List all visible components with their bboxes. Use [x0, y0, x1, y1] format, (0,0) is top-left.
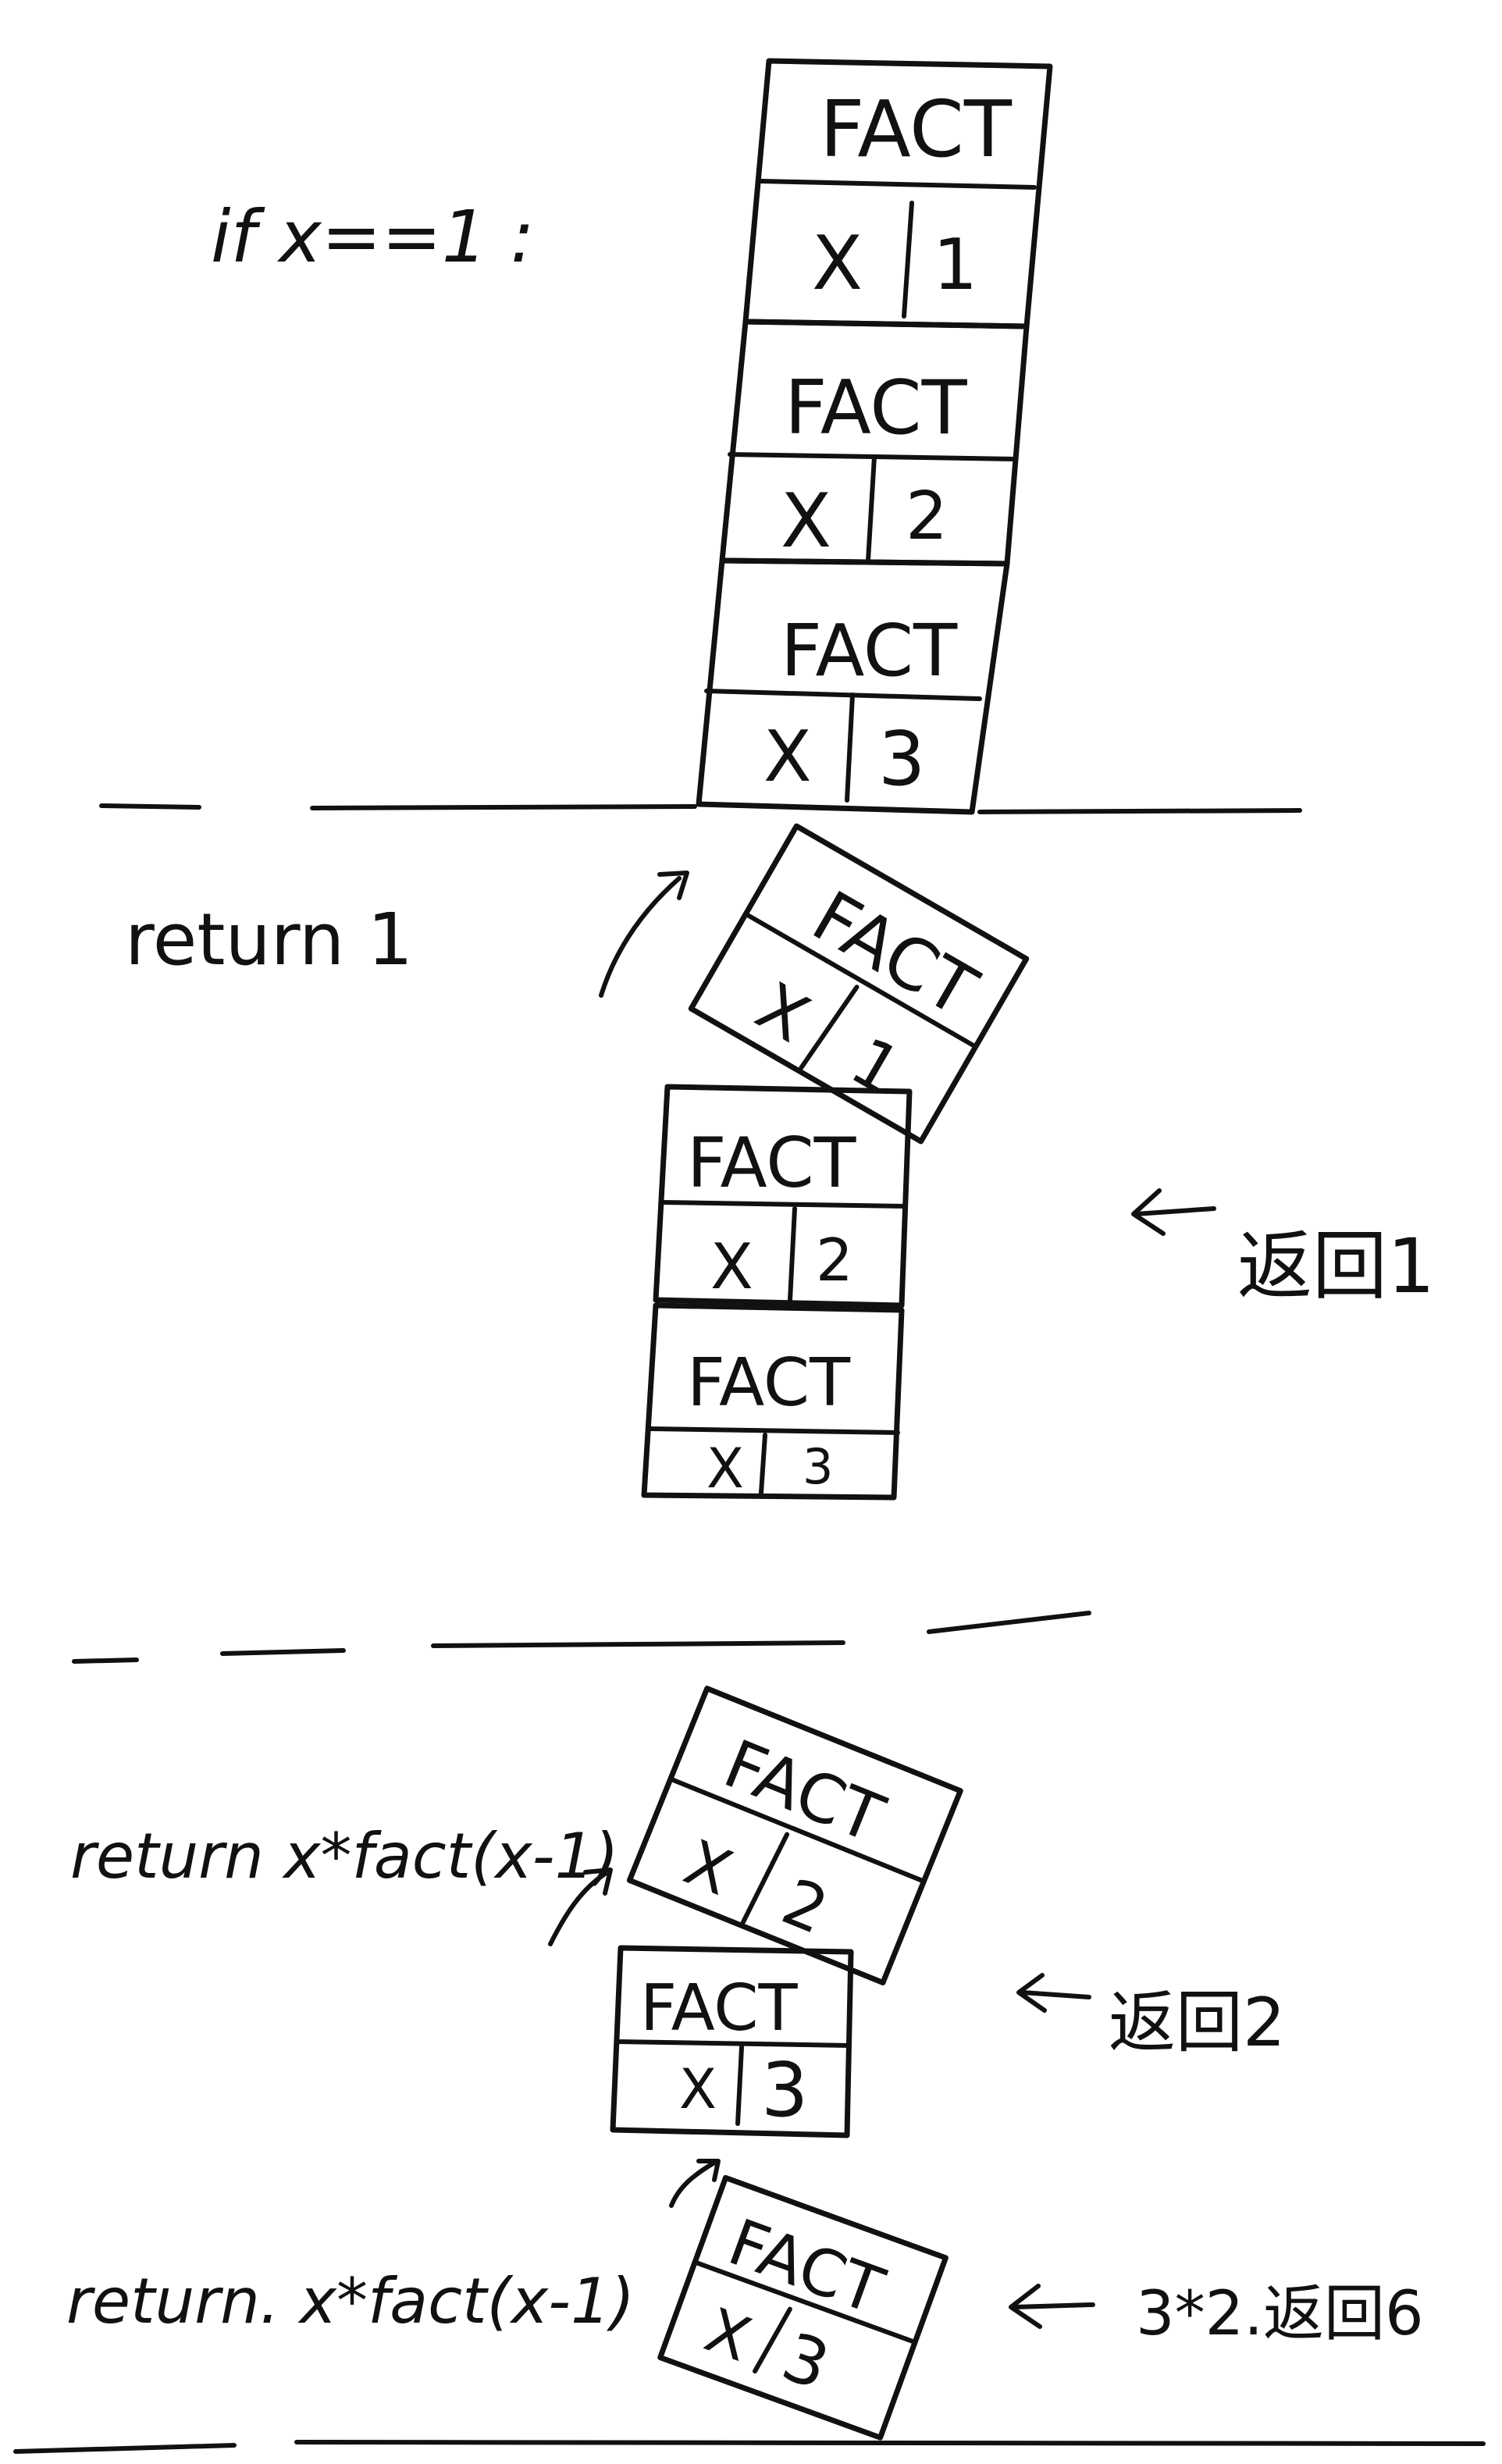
- divider-line: [72, 1611, 1091, 1664]
- var-label: X: [710, 1230, 753, 1303]
- frame-label: FACT: [781, 609, 958, 693]
- result-note: 返回1: [1237, 1223, 1435, 1310]
- frame-value: 2: [772, 1865, 838, 1949]
- frame-label: FACT: [714, 1725, 895, 1858]
- curved-arrow-icon: [669, 2159, 721, 2208]
- frame-label: FACT: [687, 1344, 851, 1422]
- frame-value: 2: [906, 478, 948, 555]
- frame-label: FACT: [820, 84, 1013, 175]
- divider-line: [99, 803, 1302, 814]
- arrow-left-icon: [1009, 2284, 1095, 2329]
- var-label: X: [696, 2295, 760, 2376]
- return-one-text: return 1: [125, 898, 413, 981]
- popped-frame-x2: FACT X 2: [626, 1686, 963, 1985]
- stack-frame-x2: FACT X 2: [719, 319, 1030, 567]
- curved-arrow-icon: [599, 871, 689, 998]
- var-label: X: [707, 1437, 744, 1501]
- result-note: 3*2.返回6: [1136, 2279, 1424, 2349]
- frame-label: FACT: [785, 365, 968, 451]
- frame-value: 3: [878, 717, 925, 803]
- var-label: X: [674, 1826, 742, 1910]
- frame-value: 3: [803, 1438, 833, 1495]
- stack-frame-x1: FACT X 1: [742, 58, 1053, 329]
- stack-frame-x3: FACT X 3: [641, 1302, 905, 1501]
- var-label: X: [763, 716, 812, 798]
- divider-line: [13, 2440, 1486, 2454]
- curved-arrow-icon: [548, 1868, 613, 1946]
- frame-value: 3: [773, 2318, 839, 2405]
- var-label: X: [679, 2057, 717, 2121]
- frame-value: 3: [761, 2048, 808, 2134]
- condition-text: if x==1 :: [211, 195, 535, 279]
- var-label: X: [781, 479, 831, 564]
- arrow-left-icon: [1131, 1188, 1216, 1236]
- stack-frame-x3: FACT X 3: [610, 1945, 854, 2138]
- popped-frame-x3: FACT X 3: [657, 2174, 949, 2441]
- popped-frame-x1: FACT X 1: [688, 823, 1030, 1145]
- stack-frame-x2: FACT X 2: [653, 1084, 913, 1309]
- return-recursive-text: return x*fact(x-1): [70, 1820, 619, 1893]
- result-note: 返回2: [1109, 1984, 1286, 2062]
- return-recursive-text: return. x*fact(x-1): [66, 2265, 635, 2338]
- stack-frame-x3: FACT X 3: [696, 557, 1010, 815]
- frame-label: FACT: [640, 1971, 799, 2046]
- frame-value: 1: [933, 224, 977, 306]
- frame-label: FACT: [687, 1123, 857, 1203]
- frame-label: FACT: [799, 875, 991, 1033]
- var-label: X: [812, 221, 863, 307]
- arrow-left-icon: [1016, 1973, 1091, 2013]
- frame-value: 2: [816, 1226, 853, 1294]
